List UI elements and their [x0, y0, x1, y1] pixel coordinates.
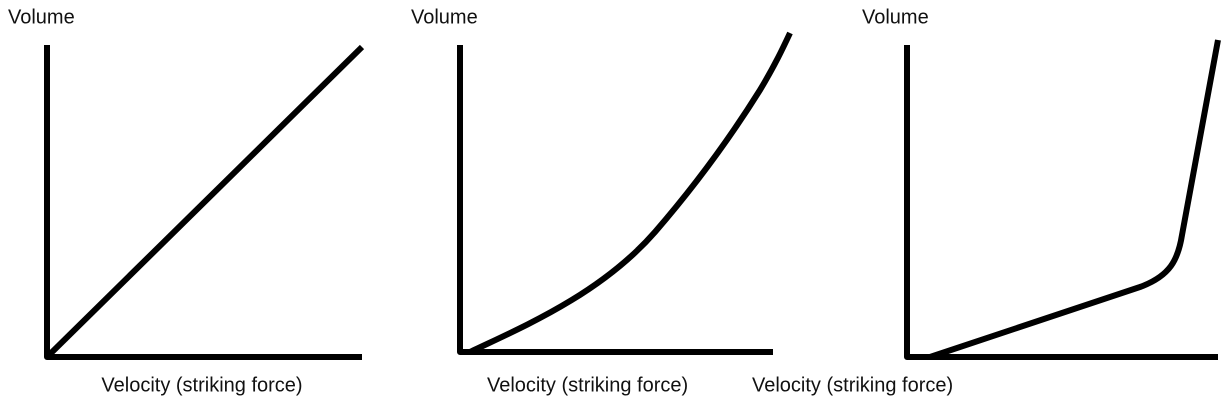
y-axis-label: Volume [8, 6, 75, 28]
response-curve [44, 44, 365, 360]
axes [457, 45, 773, 355]
response-curve [468, 31, 793, 355]
panel-linear: Volume Velocity (striking force) [8, 6, 365, 396]
x-axis-label: Velocity (striking force) [101, 374, 302, 396]
x-axis-label: Velocity (striking force) [752, 374, 953, 396]
panel-knee: Volume Velocity (striking force) [752, 6, 1221, 396]
y-axis-label: Volume [411, 6, 478, 28]
response-curve [929, 39, 1221, 360]
axes [904, 45, 1218, 360]
y-axis-label: Volume [862, 6, 929, 28]
x-axis-label: Velocity (striking force) [487, 374, 688, 396]
panel-exponential: Volume Velocity (striking force) [411, 6, 793, 396]
